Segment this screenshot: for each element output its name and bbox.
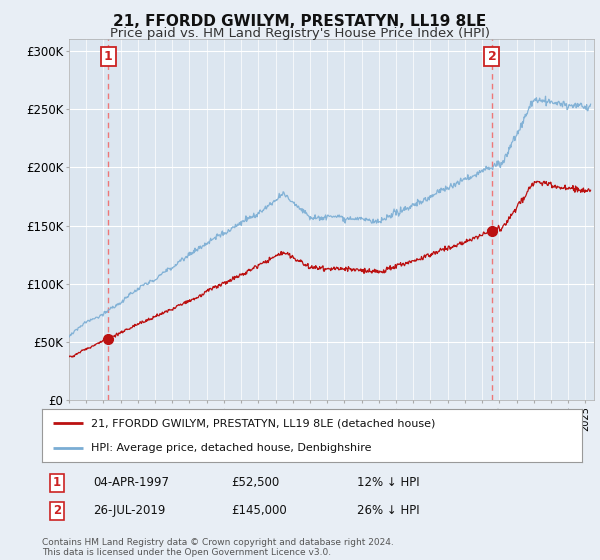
Text: 2: 2 <box>53 504 61 517</box>
Text: Price paid vs. HM Land Registry's House Price Index (HPI): Price paid vs. HM Land Registry's House … <box>110 27 490 40</box>
Text: 04-APR-1997: 04-APR-1997 <box>93 476 169 489</box>
Text: 26-JUL-2019: 26-JUL-2019 <box>93 504 166 517</box>
Text: 12% ↓ HPI: 12% ↓ HPI <box>357 476 419 489</box>
Text: 21, FFORDD GWILYM, PRESTATYN, LL19 8LE: 21, FFORDD GWILYM, PRESTATYN, LL19 8LE <box>113 14 487 29</box>
Text: 21, FFORDD GWILYM, PRESTATYN, LL19 8LE (detached house): 21, FFORDD GWILYM, PRESTATYN, LL19 8LE (… <box>91 418 435 428</box>
Text: £145,000: £145,000 <box>231 504 287 517</box>
Text: 1: 1 <box>104 50 112 63</box>
Text: 1: 1 <box>53 476 61 489</box>
Text: HPI: Average price, detached house, Denbighshire: HPI: Average price, detached house, Denb… <box>91 442 371 452</box>
Text: 26% ↓ HPI: 26% ↓ HPI <box>357 504 419 517</box>
Text: £52,500: £52,500 <box>231 476 279 489</box>
Text: Contains HM Land Registry data © Crown copyright and database right 2024.
This d: Contains HM Land Registry data © Crown c… <box>42 538 394 557</box>
Text: 2: 2 <box>488 50 496 63</box>
